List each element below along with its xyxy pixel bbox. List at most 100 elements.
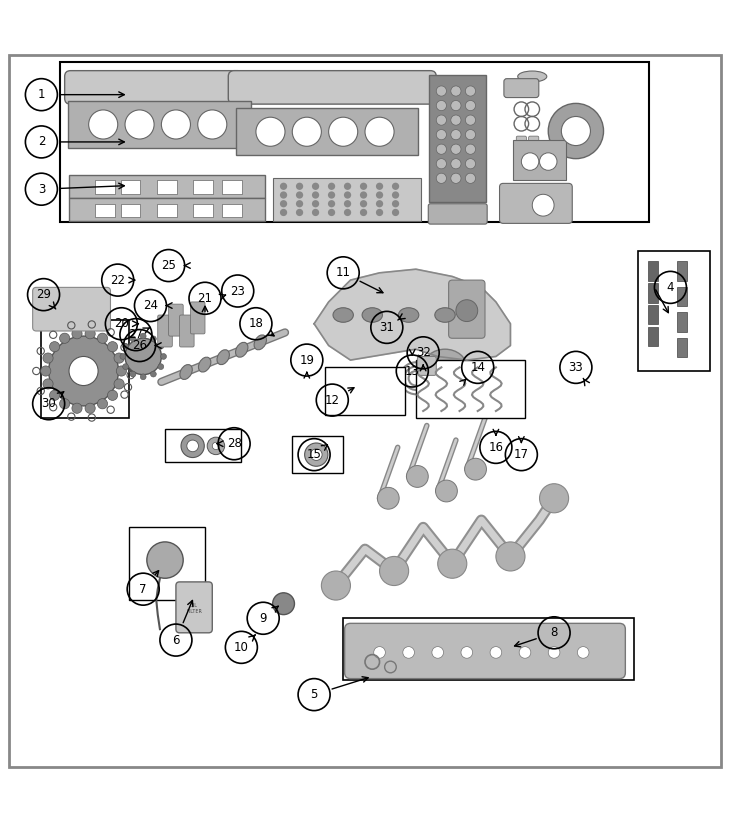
Circle shape [437, 86, 447, 96]
Text: 10: 10 [234, 641, 249, 653]
Circle shape [85, 403, 95, 413]
Circle shape [532, 194, 554, 216]
FancyBboxPatch shape [69, 101, 251, 148]
Circle shape [328, 200, 335, 207]
Text: 3: 3 [38, 182, 45, 196]
Circle shape [465, 100, 475, 111]
Circle shape [392, 209, 399, 216]
Ellipse shape [236, 342, 248, 358]
Circle shape [69, 357, 98, 386]
Circle shape [490, 647, 502, 658]
Circle shape [312, 200, 319, 207]
Circle shape [158, 344, 164, 349]
Circle shape [312, 182, 319, 190]
FancyBboxPatch shape [529, 136, 539, 148]
Circle shape [403, 647, 415, 658]
Circle shape [310, 449, 322, 460]
FancyBboxPatch shape [60, 62, 649, 222]
Ellipse shape [423, 349, 466, 386]
FancyBboxPatch shape [176, 582, 212, 633]
Text: 18: 18 [248, 317, 264, 330]
Text: OIL
FILTER: OIL FILTER [186, 603, 202, 614]
Circle shape [280, 200, 287, 207]
Text: 14: 14 [470, 361, 485, 374]
Circle shape [464, 459, 486, 480]
Circle shape [437, 115, 447, 125]
Circle shape [304, 443, 328, 466]
Circle shape [407, 465, 429, 487]
Circle shape [376, 209, 383, 216]
Circle shape [72, 329, 82, 339]
FancyBboxPatch shape [95, 181, 115, 193]
Circle shape [60, 333, 70, 344]
Circle shape [161, 110, 191, 139]
Circle shape [577, 647, 589, 658]
Circle shape [344, 200, 351, 207]
Circle shape [365, 118, 394, 146]
Text: 8: 8 [550, 626, 558, 640]
Circle shape [280, 209, 287, 216]
Circle shape [360, 209, 367, 216]
Circle shape [321, 571, 350, 600]
Ellipse shape [333, 307, 353, 322]
Circle shape [296, 209, 303, 216]
Circle shape [272, 593, 294, 615]
Circle shape [107, 390, 118, 400]
Circle shape [437, 159, 447, 169]
FancyBboxPatch shape [223, 204, 242, 217]
FancyBboxPatch shape [169, 304, 183, 336]
Circle shape [280, 192, 287, 199]
Circle shape [107, 342, 118, 352]
Text: 19: 19 [299, 353, 315, 367]
FancyBboxPatch shape [236, 109, 418, 155]
Circle shape [158, 363, 164, 370]
Circle shape [50, 390, 60, 400]
Circle shape [328, 118, 358, 146]
FancyBboxPatch shape [157, 181, 177, 193]
Circle shape [465, 159, 475, 169]
FancyBboxPatch shape [345, 623, 626, 679]
Text: 17: 17 [514, 448, 529, 461]
Circle shape [344, 209, 351, 216]
FancyBboxPatch shape [648, 283, 658, 302]
Circle shape [120, 353, 126, 359]
Circle shape [187, 440, 199, 452]
Text: 4: 4 [666, 281, 675, 294]
FancyBboxPatch shape [33, 288, 110, 331]
Circle shape [60, 399, 70, 409]
Circle shape [437, 144, 447, 155]
Text: 23: 23 [230, 284, 245, 298]
FancyBboxPatch shape [677, 261, 687, 281]
FancyBboxPatch shape [677, 338, 687, 358]
Text: 29: 29 [36, 289, 51, 301]
Circle shape [465, 86, 475, 96]
Circle shape [377, 487, 399, 509]
FancyBboxPatch shape [69, 198, 265, 221]
Circle shape [437, 100, 447, 111]
FancyBboxPatch shape [677, 312, 687, 332]
FancyBboxPatch shape [516, 150, 526, 162]
Circle shape [125, 110, 154, 139]
FancyBboxPatch shape [325, 367, 405, 414]
Circle shape [50, 342, 60, 352]
Ellipse shape [217, 349, 229, 365]
Circle shape [451, 144, 461, 155]
Circle shape [123, 363, 128, 370]
Text: 25: 25 [161, 259, 176, 272]
Circle shape [376, 192, 383, 199]
FancyBboxPatch shape [165, 429, 242, 462]
Circle shape [380, 556, 409, 585]
Circle shape [292, 118, 321, 146]
Circle shape [392, 182, 399, 190]
Text: 28: 28 [226, 437, 242, 450]
Ellipse shape [362, 307, 383, 322]
FancyBboxPatch shape [42, 320, 128, 418]
Ellipse shape [254, 335, 266, 350]
Circle shape [548, 647, 560, 658]
Ellipse shape [199, 357, 211, 372]
Circle shape [548, 104, 604, 159]
Circle shape [437, 173, 447, 183]
Circle shape [198, 110, 227, 139]
Text: 11: 11 [336, 266, 350, 279]
Text: 30: 30 [42, 397, 56, 410]
